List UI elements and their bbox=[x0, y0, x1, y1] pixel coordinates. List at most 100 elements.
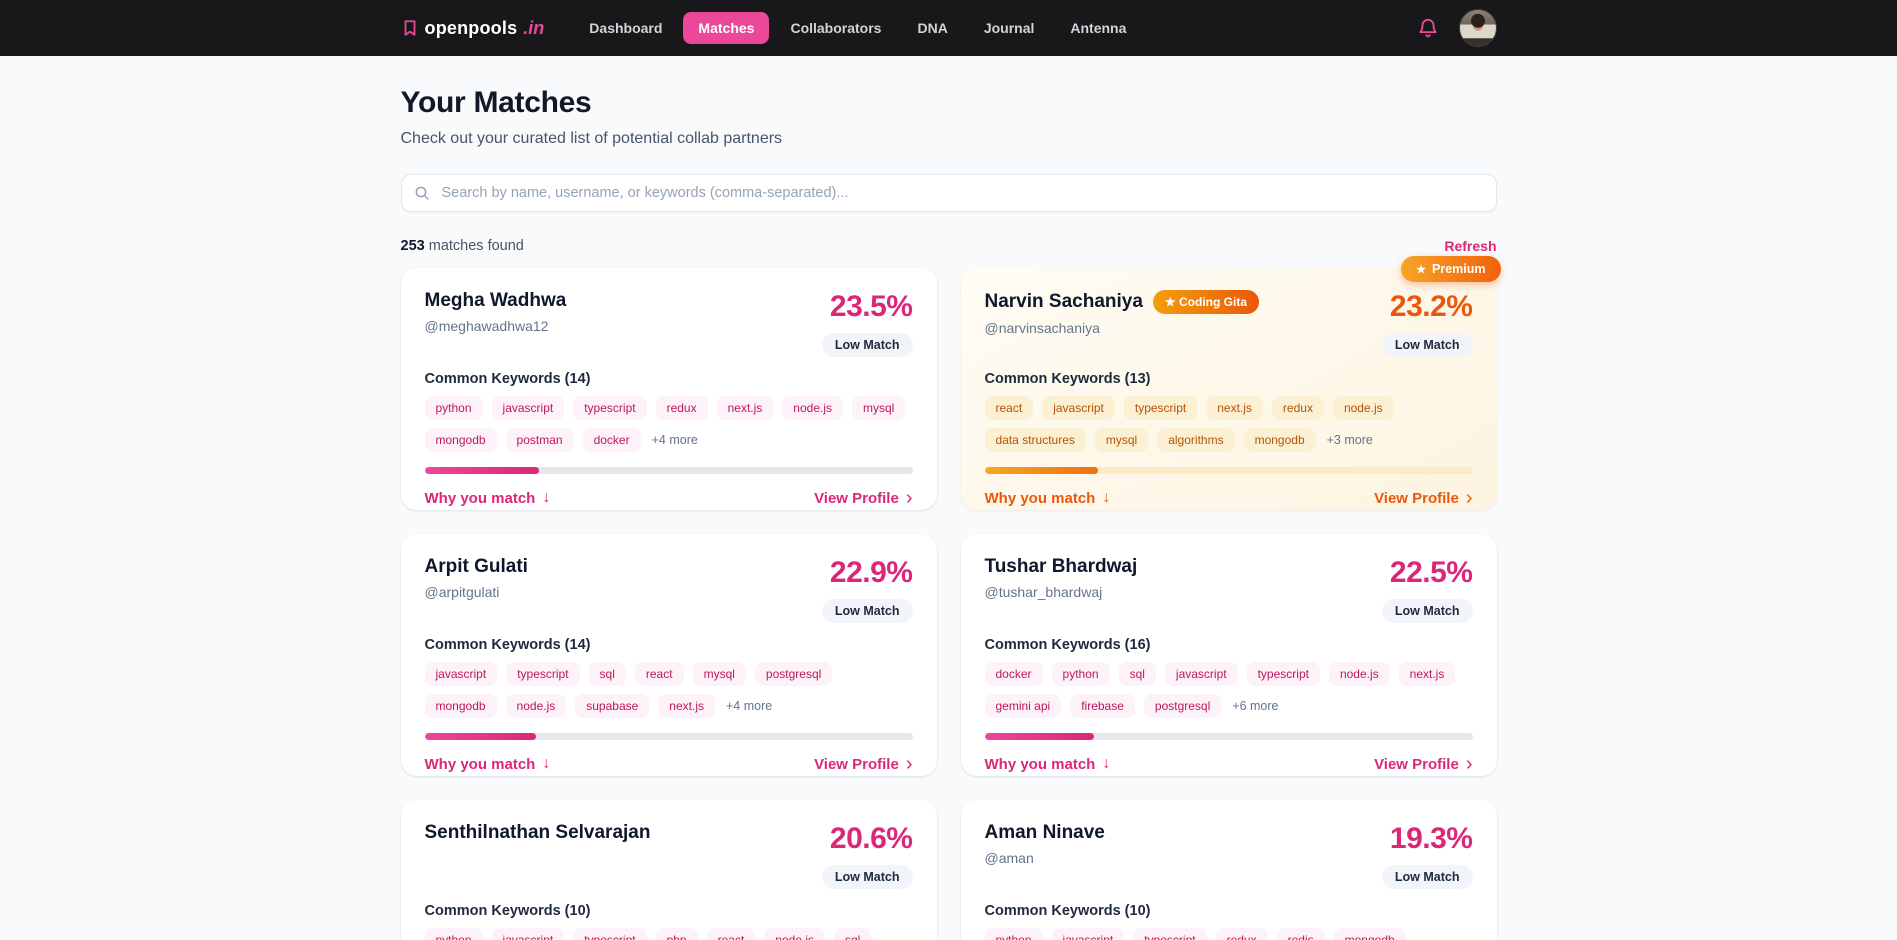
keyword-tag: firebase bbox=[1070, 694, 1135, 718]
results-label: matches found bbox=[428, 238, 524, 254]
match-card: Arpit Gulati @arpitgulati 22.9% Low Matc… bbox=[400, 534, 937, 776]
keyword-tag: next.js bbox=[1206, 396, 1263, 420]
keywords-list: react javascript typescript next.js redux nod… bbox=[984, 396, 1473, 452]
arrow-down-icon: ↓ bbox=[542, 489, 551, 506]
keyword-tag: mongodb bbox=[1243, 428, 1316, 452]
keywords-title: Common Keywords (10) bbox=[984, 903, 1151, 919]
keyword-tag: react bbox=[706, 928, 756, 940]
keyword-tag: php bbox=[655, 928, 698, 940]
keyword-tag: redux bbox=[1271, 396, 1324, 420]
why-you-match-link[interactable]: Why you match ↓ bbox=[424, 489, 551, 507]
keyword-tag: docker bbox=[582, 428, 641, 452]
person-name: Narvin Sachaniya bbox=[984, 291, 1143, 312]
keyword-tag: mysql bbox=[852, 396, 906, 420]
match-progress-bar bbox=[424, 733, 913, 740]
keywords-list: docker python sql javascript typescript node.… bbox=[984, 662, 1473, 718]
keyword-tag: postgresql bbox=[754, 662, 833, 686]
keyword-tag: mongodb bbox=[424, 428, 497, 452]
more-keywords-label: +4 more bbox=[651, 433, 698, 447]
nav-item-collaborators[interactable]: Collaborators bbox=[790, 20, 882, 36]
keyword-tag: typescript bbox=[1123, 396, 1198, 420]
person-name: Aman Ninave bbox=[984, 822, 1105, 843]
top-navbar: openpools .in Dashboard Matches Collaborato… bbox=[0, 0, 1897, 56]
why-you-match-link[interactable]: Why you match ↓ bbox=[984, 755, 1111, 773]
keywords-list: python javascript typescript redux redis mong… bbox=[984, 928, 1473, 940]
page-title: Your Matches bbox=[400, 86, 592, 119]
person-block: Narvin Sachaniya ★ Coding Gita @narvinsa… bbox=[985, 290, 1260, 336]
keyword-tag: mongodb bbox=[1333, 928, 1406, 940]
chevron-right-icon: › bbox=[1465, 487, 1473, 509]
nav-item-dashboard[interactable]: Dashboard bbox=[589, 20, 663, 36]
match-card: Tushar Bhardwaj @tushar_bhardwaj 22.5% L… bbox=[960, 534, 1497, 776]
search-icon bbox=[415, 186, 429, 200]
match-level-badge: Low Match bbox=[1381, 865, 1473, 889]
star-icon: ★ bbox=[1416, 263, 1426, 276]
nav-item-antenna[interactable]: Antenna bbox=[1070, 20, 1127, 36]
arrow-down-icon: ↓ bbox=[1102, 489, 1111, 506]
user-avatar[interactable] bbox=[1458, 9, 1497, 47]
chevron-right-icon: › bbox=[1465, 753, 1473, 775]
match-card: Megha Wadhwa @meghawadhwa12 23.5% Low Ma… bbox=[400, 268, 937, 510]
keywords-title: Common Keywords (10) bbox=[424, 903, 591, 919]
person-block: Senthilnathan Selvarajan bbox=[425, 822, 651, 844]
nav-item-dna[interactable]: DNA bbox=[917, 20, 948, 36]
match-level-badge: Low Match bbox=[1381, 599, 1473, 623]
keyword-tag: sql bbox=[834, 928, 872, 940]
nav-item-matches[interactable]: Matches bbox=[683, 12, 770, 44]
search-bar bbox=[400, 174, 1497, 212]
keyword-tag: mysql bbox=[1094, 428, 1149, 452]
keyword-tag: mongodb bbox=[424, 694, 497, 718]
keyword-tag: react bbox=[984, 396, 1034, 420]
nav-item-journal[interactable]: Journal bbox=[983, 20, 1035, 36]
view-profile-link[interactable]: View Profile › bbox=[814, 487, 913, 509]
refresh-button[interactable]: Refresh bbox=[1444, 238, 1497, 254]
match-percent: 22.9% bbox=[829, 556, 913, 589]
brand-tld: .in bbox=[523, 17, 545, 38]
match-progress-fill bbox=[984, 467, 1098, 474]
keyword-tag: typescript bbox=[506, 662, 580, 686]
why-you-match-link[interactable]: Why you match ↓ bbox=[984, 489, 1111, 507]
keyword-tag: mysql bbox=[692, 662, 746, 686]
view-profile-link[interactable]: View Profile › bbox=[1374, 487, 1473, 509]
why-you-match-link[interactable]: Why you match ↓ bbox=[424, 755, 551, 773]
main-nav: Dashboard Matches Collaborators DNA Journal A… bbox=[574, 12, 1141, 44]
match-score: 23.2% Low Match bbox=[1381, 290, 1473, 357]
person-username: @narvinsachaniya bbox=[984, 320, 1100, 336]
bookmark-icon bbox=[404, 20, 415, 36]
person-name: Tushar Bhardwaj bbox=[984, 556, 1138, 577]
match-level-badge: Low Match bbox=[821, 599, 913, 623]
person-username: @meghawadhwa12 bbox=[424, 318, 549, 334]
match-progress-bar bbox=[424, 467, 913, 474]
match-card: ★ Premium Narvin Sachaniya ★ Coding Gita… bbox=[960, 256, 1501, 510]
brand-logo[interactable]: openpools .in bbox=[401, 17, 545, 39]
keywords-list: python javascript typescript php react node.j… bbox=[424, 928, 913, 940]
keyword-tag: node.js bbox=[782, 396, 843, 420]
notification-bell-icon[interactable] bbox=[1417, 17, 1439, 39]
keyword-tag: next.js bbox=[716, 396, 774, 420]
match-percent: 23.5% bbox=[829, 290, 913, 323]
keywords-list: javascript typescript sql react mysql postgre… bbox=[424, 662, 913, 718]
search-input[interactable] bbox=[400, 174, 1497, 212]
match-progress-bar bbox=[984, 467, 1473, 474]
match-score: 20.6% Low Match bbox=[821, 822, 913, 889]
matches-grid: Megha Wadhwa @meghawadhwa12 23.5% Low Ma… bbox=[400, 256, 1501, 940]
match-percent: 20.6% bbox=[829, 822, 913, 855]
match-progress-fill bbox=[984, 733, 1095, 740]
person-name: Senthilnathan Selvarajan bbox=[424, 822, 651, 843]
view-profile-link[interactable]: View Profile › bbox=[1374, 753, 1473, 775]
match-level-badge: Low Match bbox=[821, 333, 913, 357]
keyword-tag: javascript bbox=[424, 662, 498, 686]
keyword-tag: postman bbox=[505, 428, 574, 452]
view-profile-link[interactable]: View Profile › bbox=[814, 753, 913, 775]
keyword-tag: next.js bbox=[658, 694, 715, 718]
match-score: 22.5% Low Match bbox=[1381, 556, 1473, 623]
match-card: Senthilnathan Selvarajan 20.6% Low Match… bbox=[400, 800, 937, 940]
nav-right bbox=[1417, 9, 1497, 47]
match-level-badge: Low Match bbox=[821, 865, 913, 889]
results-summary: 253 matches found bbox=[401, 238, 524, 254]
match-level-badge: Low Match bbox=[1381, 333, 1473, 357]
affiliation-badge: ★ Coding Gita bbox=[1152, 290, 1260, 314]
keyword-tag: javascript bbox=[1051, 928, 1125, 940]
arrow-down-icon: ↓ bbox=[1102, 755, 1111, 772]
person-username: @arpitgulati bbox=[424, 584, 500, 600]
